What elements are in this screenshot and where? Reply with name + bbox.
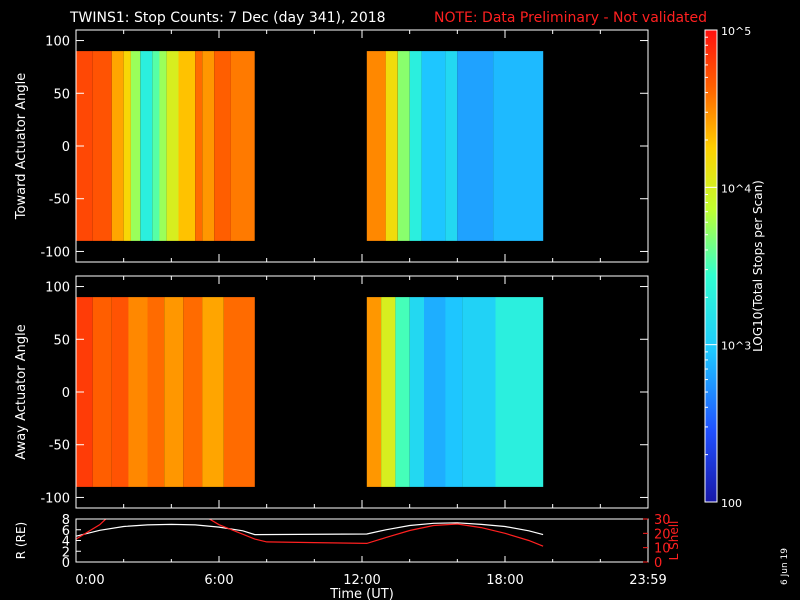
toward-ytick-label: 50 [53, 87, 70, 102]
toward-ylabel: Toward Actuator Angle [14, 73, 29, 220]
away-heat-column [366, 297, 382, 487]
toward-heat-column [397, 51, 410, 241]
l-shell-line [76, 519, 544, 547]
orbit-ytick-label: 8 [62, 513, 70, 528]
away-ytick-label: -100 [40, 491, 70, 506]
orbit-ylabel: R (RE) [14, 522, 28, 559]
away-heat-column [462, 297, 496, 487]
toward-heat-column [76, 51, 93, 241]
orbit-ytick-label: 0 [62, 556, 70, 571]
away-heat-column [223, 297, 255, 487]
orbit-y2tick-label: 10 [654, 542, 671, 557]
toward-heat-column [159, 51, 167, 241]
toward-heat-column [111, 51, 124, 241]
away-heat-column [164, 297, 184, 487]
r-radius-line [76, 522, 544, 537]
away-heat-column [183, 297, 203, 487]
orbit-ytick-label: 6 [62, 524, 70, 539]
away-heat-column [76, 297, 93, 487]
toward-heat-column [366, 51, 386, 241]
away-ytick-label: 100 [45, 281, 70, 296]
away-heat-column [92, 297, 112, 487]
toward-heat-column [130, 51, 141, 241]
orbit-ytick-label: 4 [62, 535, 70, 550]
toward-ytick-label: -50 [49, 193, 70, 208]
away-heat-column [495, 297, 544, 487]
toward-heat-column [445, 51, 458, 241]
toward-heat-column [421, 51, 446, 241]
toward-ytick-label: 0 [62, 140, 70, 155]
orbit-y2tick-label: 20 [654, 527, 671, 542]
away-heat-column [381, 297, 396, 487]
colorbar-tick-label: 100 [721, 497, 742, 510]
toward-heat-column [409, 51, 422, 241]
toward-heat-column [202, 51, 215, 241]
away-ytick-label: 50 [53, 333, 70, 348]
toward-heat-column [195, 51, 203, 241]
toward-ytick-label: -100 [40, 245, 70, 260]
toward-heat-column [152, 51, 160, 241]
away-heat-column [202, 297, 224, 487]
time-tick-label: 12:00 [343, 573, 380, 588]
away-heat-column [424, 297, 446, 487]
away-ytick-label: 0 [62, 386, 70, 401]
toward-heat-column [493, 51, 544, 241]
colorbar-tick-label: 10^5 [721, 25, 751, 38]
toward-heat-column [123, 51, 131, 241]
toward-heat-column [214, 51, 231, 241]
toward-heat-column [385, 51, 398, 241]
l-shell-label: L Shell [667, 521, 681, 561]
colorbar-label: LOG10(Total Stops per Scan) [751, 180, 765, 352]
time-tick-label: 23:59 [629, 573, 666, 588]
away-ylabel: Away Actuator Angle [14, 324, 29, 459]
colorbar-gradient [705, 30, 717, 502]
toward-heat-column [457, 51, 494, 241]
data-note: NOTE: Data Preliminary - Not validated [434, 10, 707, 26]
away-heat-column [147, 297, 165, 487]
colorbar-tick-label: 10^4 [721, 182, 751, 195]
orbit-plot-area [76, 519, 648, 562]
generation-date: 6 Jun 19 [780, 548, 790, 585]
chart-title: TWINS1: Stop Counts: 7 Dec (day 341), 20… [69, 10, 386, 26]
toward-heat-column [166, 51, 179, 241]
orbit-ytick-label: 2 [62, 545, 70, 560]
toward-heat-column [178, 51, 196, 241]
toward-heat-column [92, 51, 112, 241]
away-heat-column [395, 297, 410, 487]
toward-heat-column [230, 51, 255, 241]
away-heat-column [111, 297, 129, 487]
time-tick-label: 0:00 [75, 573, 104, 588]
time-axis-label: Time (UT) [329, 587, 394, 600]
colorbar-tick-label: 10^3 [721, 340, 751, 353]
time-tick-label: 18:00 [486, 573, 523, 588]
time-tick-label: 6:00 [204, 573, 233, 588]
away-heat-column [128, 297, 148, 487]
away-heat-column [409, 297, 424, 487]
orbit-y2tick-label: 30 [654, 513, 671, 528]
away-heat-column [445, 297, 463, 487]
toward-ytick-label: 100 [45, 35, 70, 50]
orbit-y2tick-label: 0 [654, 556, 662, 571]
toward-heat-column [140, 51, 153, 241]
away-ytick-label: -50 [49, 439, 70, 454]
